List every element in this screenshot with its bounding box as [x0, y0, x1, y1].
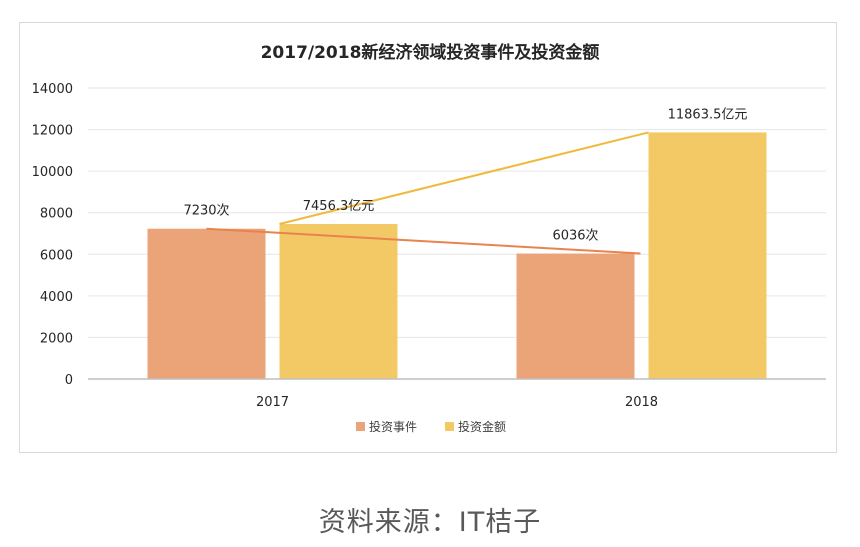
x-tick-label: 2018: [625, 395, 658, 410]
y-tick-label: 0: [65, 373, 73, 388]
y-tick-label: 6000: [40, 248, 73, 263]
bar: [516, 253, 635, 379]
legend-label: 投资金额: [458, 419, 506, 434]
bar: [648, 132, 767, 379]
data-label: 7230次: [183, 203, 229, 219]
data-label: 6036次: [552, 228, 598, 244]
bar: [279, 224, 398, 379]
legend-swatch: [445, 422, 454, 431]
bar: [147, 228, 266, 379]
data-label: 11863.5亿元: [668, 107, 748, 122]
y-tick-label: 8000: [40, 207, 73, 222]
y-tick-label: 2000: [40, 331, 73, 346]
trend-line: [279, 131, 649, 225]
legend-swatch: [356, 422, 365, 431]
trend-line: [206, 227, 641, 255]
y-tick-label: 10000: [32, 165, 73, 180]
legend-label: 投资事件: [369, 419, 417, 434]
data-label: 7456.3亿元: [303, 199, 375, 214]
chart-title: 2017/2018新经济领域投资事件及投资金额: [261, 42, 600, 63]
y-tick-label: 12000: [32, 124, 73, 139]
y-tick-label: 4000: [40, 290, 73, 305]
y-tick-label: 14000: [32, 82, 73, 97]
x-tick-label: 2017: [256, 395, 289, 410]
source-caption: 资料来源：IT桔子: [318, 507, 542, 538]
